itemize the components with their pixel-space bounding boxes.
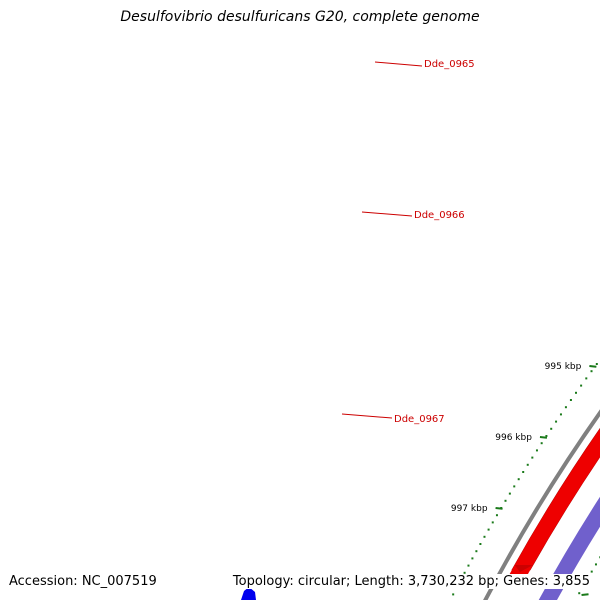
gene-labels: Dde_0965 Dde_0966 Dde_0967 (341, 59, 475, 425)
gene-label-Dde_0965: Dde_0965 (424, 59, 475, 70)
ruler-major-tick (589, 365, 597, 368)
topology-text: Topology: circular; Length: 3,730,232 bp… (230, 574, 592, 589)
cds-arrow-head (514, 565, 534, 572)
label-leader (361, 211, 413, 217)
ruler-major-tick (495, 507, 503, 510)
label-leader (374, 61, 423, 67)
ruler-label: 995 kbp (545, 362, 582, 372)
cds-arrow (509, 428, 600, 575)
genome-backbone (483, 409, 600, 600)
label-leader (341, 413, 393, 419)
ruler-ticks (452, 363, 598, 596)
accession-text: Accession: NC_007519 (7, 574, 159, 589)
genome-title: Desulfovibrio desulfuricans G20, complet… (120, 9, 480, 25)
ruler-label: 997 kbp (451, 504, 488, 514)
backbone-line (483, 409, 600, 600)
gene-track (538, 496, 600, 600)
feature-marker (241, 587, 256, 600)
ruler-major-tick (539, 436, 548, 439)
ruler-label: 996 kbp (495, 433, 532, 443)
markers (241, 587, 256, 600)
cds-track (509, 428, 600, 575)
gene-label-Dde_0966: Dde_0966 (414, 210, 465, 221)
gene-label-Dde_0967: Dde_0967 (394, 414, 445, 425)
outer-major-tick (581, 593, 589, 596)
